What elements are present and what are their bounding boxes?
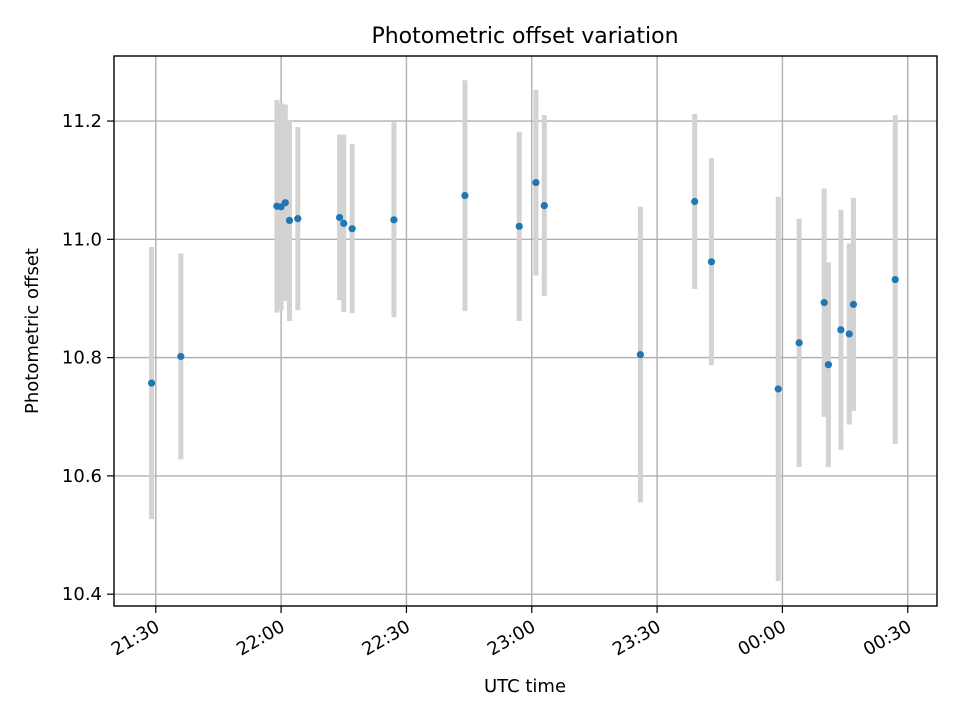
data-points xyxy=(147,178,899,393)
x-tick-label: 00:30 xyxy=(860,616,915,660)
y-tick-label: 10.6 xyxy=(62,466,102,487)
data-point xyxy=(281,199,289,207)
y-tick-label: 11.2 xyxy=(62,111,102,132)
data-point xyxy=(824,361,832,369)
grid-lines xyxy=(114,56,937,606)
x-tick-label: 23:00 xyxy=(484,616,539,660)
x-tick-label: 22:30 xyxy=(359,616,414,660)
x-tick-label: 23:30 xyxy=(609,616,664,660)
data-point xyxy=(845,330,853,338)
data-point xyxy=(691,197,699,206)
data-point xyxy=(532,178,540,187)
data-point xyxy=(147,379,156,387)
data-point xyxy=(707,258,716,266)
x-tick-label: 22:00 xyxy=(233,616,288,660)
chart-title: Photometric offset variation xyxy=(371,24,678,49)
y-tick-label: 11.0 xyxy=(62,229,102,250)
data-point xyxy=(348,225,356,233)
data-point xyxy=(177,352,185,361)
data-point xyxy=(795,339,803,347)
data-point xyxy=(285,216,294,225)
y-tick-label: 10.4 xyxy=(62,584,102,605)
axis-ticks: 21:30 22:00 22:30 23:00 23:30 00:00 00:30 10.4 1… xyxy=(62,111,915,660)
data-point xyxy=(461,191,469,200)
data-point xyxy=(636,351,644,359)
data-point xyxy=(774,385,782,393)
data-point xyxy=(837,326,845,334)
x-tick-label: 00:00 xyxy=(735,616,790,660)
x-axis-label: UTC time xyxy=(484,676,566,697)
plot-frame xyxy=(113,55,938,607)
data-point xyxy=(540,202,548,210)
data-point xyxy=(390,216,398,224)
data-point xyxy=(891,275,899,284)
data-point xyxy=(515,222,523,230)
data-point xyxy=(294,215,302,223)
y-tick-label: 10.8 xyxy=(62,348,102,369)
data-point xyxy=(335,213,344,222)
y-axis-label: Photometric offset xyxy=(22,248,43,414)
data-point xyxy=(820,299,828,307)
data-point xyxy=(849,300,858,308)
error-bars xyxy=(149,80,898,582)
x-tick-label: 21:30 xyxy=(108,616,163,660)
data-point xyxy=(340,219,348,227)
